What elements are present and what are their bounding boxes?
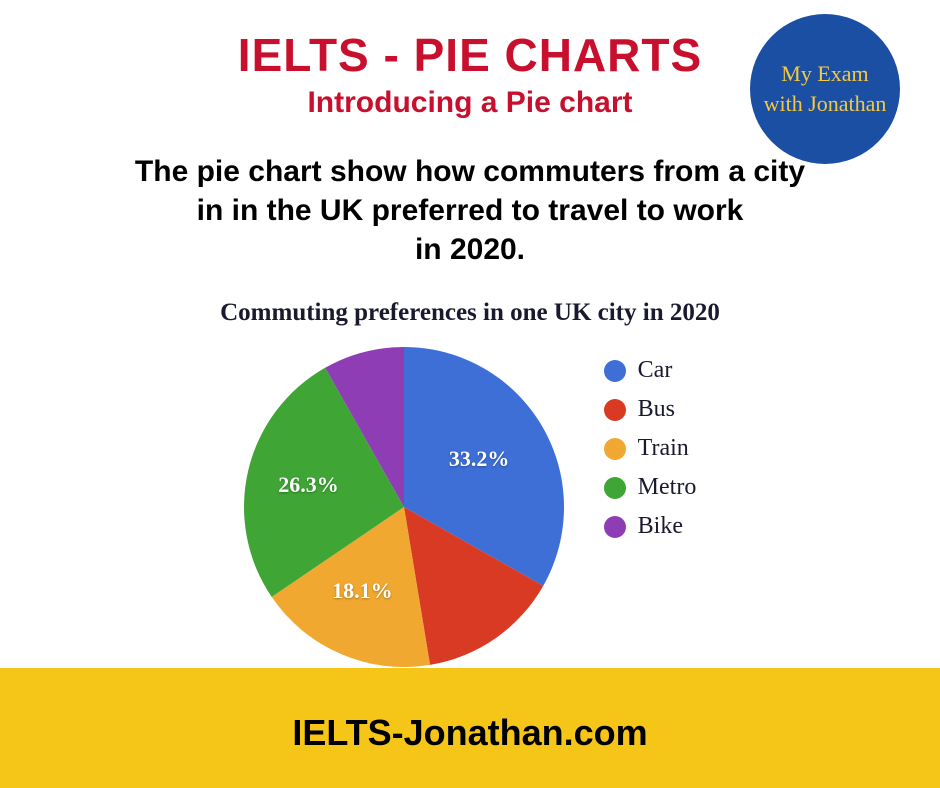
legend-swatch-icon <box>604 399 626 421</box>
legend-item-bike: Bike <box>604 513 697 540</box>
legend-label: Car <box>638 357 673 384</box>
pie-chart: 33.2% 18.1% 26.3% <box>244 347 564 667</box>
legend-swatch-icon <box>604 516 626 538</box>
legend-swatch-icon <box>604 477 626 499</box>
legend-swatch-icon <box>604 438 626 460</box>
description-line-2: in in the UK preferred to travel to work <box>50 191 890 230</box>
chart-area: 33.2% 18.1% 26.3% Car Bus Train Metro Bike <box>0 347 940 667</box>
legend-label: Bus <box>638 396 675 423</box>
legend-item-metro: Metro <box>604 474 697 501</box>
legend-label: Metro <box>638 474 697 501</box>
chart-legend: Car Bus Train Metro Bike <box>604 357 697 540</box>
infographic-card: IELTS - PIE CHARTS Introducing a Pie cha… <box>0 0 940 788</box>
description-line-3: in 2020. <box>50 230 890 269</box>
chart-title: Commuting preferences in one UK city in … <box>0 299 940 327</box>
legend-item-train: Train <box>604 435 697 462</box>
legend-label: Train <box>638 435 689 462</box>
legend-label: Bike <box>638 513 683 540</box>
description-text: The pie chart show how commuters from a … <box>0 152 940 269</box>
legend-swatch-icon <box>604 360 626 382</box>
footer-url: IELTS-Jonathan.com <box>0 712 940 754</box>
pie-label-train: 18.1% <box>332 578 393 604</box>
legend-item-bus: Bus <box>604 396 697 423</box>
pie-label-metro: 26.3% <box>278 472 339 498</box>
pie-label-car: 33.2% <box>449 446 510 472</box>
legend-item-car: Car <box>604 357 697 384</box>
description-line-1: The pie chart show how commuters from a … <box>50 152 890 191</box>
exam-badge: My Exam with Jonathan <box>750 14 900 164</box>
badge-text: My Exam with Jonathan <box>762 59 888 118</box>
